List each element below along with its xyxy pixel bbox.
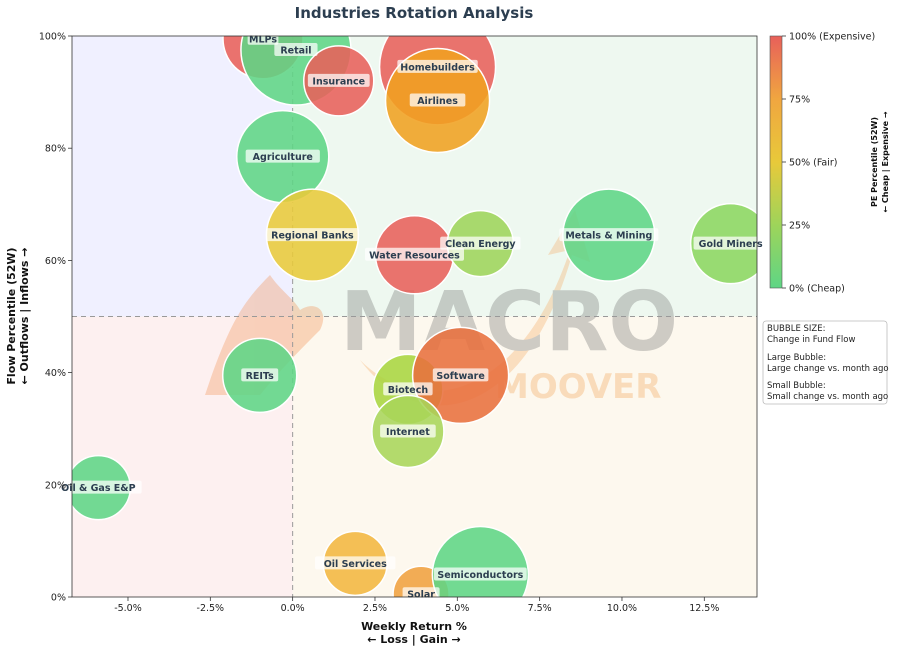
- colorbar: 0% (Cheap) 25% 50% (Fair) 75% 100% (Expensiv…: [769, 32, 890, 295]
- y-axis-subtitle: ← Outflows | Inflows →: [18, 248, 31, 385]
- bubble-label-clean-energy: Clean Energy: [445, 239, 516, 250]
- bubble-label-agriculture: Agriculture: [253, 152, 313, 163]
- colorbar-tick-label: 100% (Expensive): [789, 32, 875, 43]
- plot-frame: [71, 35, 758, 598]
- bubble-label-metals-mining: Metals & Mining: [565, 231, 652, 242]
- size-note-title: BUBBLE SIZE:: [767, 324, 825, 334]
- bubble-label-bg-clean-energy: [440, 236, 521, 250]
- bubble-label-mlps: MLPs: [249, 34, 277, 45]
- bubble-label-bg-semiconductors: [433, 567, 527, 581]
- bubble-label-bg-oil-services: [315, 556, 396, 570]
- bubble-label-bg-gold-miners: [693, 236, 768, 250]
- colorbar-tick-label: 50% (Fair): [789, 158, 838, 169]
- size-note-box: [762, 320, 888, 405]
- y-tick-label: 60%: [45, 256, 66, 267]
- bubble-label-bg-mlps: [247, 31, 279, 45]
- y-tick-label: 100%: [39, 32, 66, 43]
- x-tick-label: 0.0%: [281, 603, 305, 614]
- bubble-label-airlines: Airlines: [417, 96, 458, 107]
- bubble-label-homebuilders: Homebuilders: [400, 62, 475, 73]
- x-axis-ticks: -5.0% -2.5% 0.0% 2.5% 5.0% 7.5% 10.0% 12.5%: [114, 597, 719, 614]
- y-axis-title: Flow Percentile (52W): [5, 247, 18, 384]
- colorbar-subtitle: ← Cheap | Expensive →: [881, 111, 890, 213]
- bubble-label-bg-oil-gas-e-p: [55, 480, 142, 494]
- x-axis-subtitle: ← Loss | Gain →: [367, 633, 460, 646]
- x-tick-label: 10.0%: [607, 603, 637, 614]
- bubble-label-bg-water-resources: [365, 247, 464, 261]
- y-tick-label: 80%: [45, 144, 66, 155]
- bubble-label-bg-metals-mining: [559, 228, 659, 242]
- colorbar-gradient: [769, 35, 783, 289]
- watermark-line2: MOOVER: [495, 367, 661, 407]
- y-axis-ticks: 0% 20% 40% 60% 80% 100%: [39, 32, 72, 604]
- bubble-label-bg-retail: [274, 43, 318, 57]
- bubble-label-regional-banks: Regional Banks: [271, 231, 354, 242]
- size-note-line1: Change in Fund Flow: [767, 335, 855, 345]
- bubble-label-bg-biotech: [383, 382, 433, 396]
- bubble-label-oil-services: Oil Services: [324, 559, 387, 570]
- bubble-label-semiconductors: Semiconductors: [437, 570, 523, 581]
- bubble-label-reits: REITs: [246, 371, 275, 382]
- x-tick-label: 7.5%: [528, 603, 552, 614]
- size-note-small-desc: Small change vs. month ago: [767, 392, 888, 402]
- bubble-label-bg-agriculture: [245, 149, 320, 163]
- bubble-label-biotech: Biotech: [388, 385, 429, 396]
- x-tick-label: -5.0%: [114, 603, 142, 614]
- y-tick-label: 0%: [51, 593, 66, 604]
- bubble-label-solar: Solar: [407, 590, 435, 601]
- x-tick-label: 12.5%: [689, 603, 719, 614]
- bubble-label-gold-miners: Gold Miners: [699, 239, 763, 250]
- bubble-label-retail: Retail: [280, 46, 311, 57]
- colorbar-tick-label: 25%: [789, 221, 810, 232]
- bubble-label-oil-gas-e-p: Oil & Gas E&P: [61, 483, 135, 494]
- watermark-line1: MACRO: [340, 275, 678, 370]
- x-axis-title: Weekly Return %: [361, 620, 467, 633]
- bubble-label-internet: Internet: [386, 427, 430, 438]
- bubble-label-bg-reits: [241, 368, 279, 382]
- size-note-large-title: Large Bubble:: [767, 353, 826, 363]
- x-tick-label: 2.5%: [363, 603, 387, 614]
- bubble-label-software: Software: [436, 371, 484, 382]
- colorbar-tick-label: 75%: [789, 95, 810, 106]
- bubble-label-bg-insurance: [307, 73, 370, 87]
- x-tick-label: 5.0%: [445, 603, 469, 614]
- size-note: BUBBLE SIZE: Change in Fund Flow Large B…: [762, 320, 889, 405]
- colorbar-tick-label: 0% (Cheap): [789, 284, 845, 295]
- bubble-label-bg-internet: [380, 424, 436, 438]
- size-note-large-desc: Large change vs. month ago: [767, 364, 889, 374]
- y-tick-label: 40%: [45, 368, 66, 379]
- bubble-label-bg-airlines: [409, 93, 466, 107]
- bubble-label-bg-homebuilders: [397, 59, 478, 73]
- colorbar-title: PE Percentile (52W): [870, 117, 879, 207]
- bubble-label-bg-software: [432, 368, 489, 382]
- colorbar-ticks: 0% (Cheap) 25% 50% (Fair) 75% 100% (Expensiv…: [782, 32, 875, 295]
- bubble-label-insurance: Insurance: [312, 76, 365, 87]
- bubble-label-water-resources: Water Resources: [369, 250, 460, 261]
- size-note-small-title: Small Bubble:: [767, 381, 826, 391]
- y-tick-label: 20%: [45, 480, 66, 491]
- chart-title: Industries Rotation Analysis: [295, 4, 534, 22]
- bubble-label-bg-regional-banks: [266, 228, 359, 242]
- x-tick-label: -2.5%: [197, 603, 225, 614]
